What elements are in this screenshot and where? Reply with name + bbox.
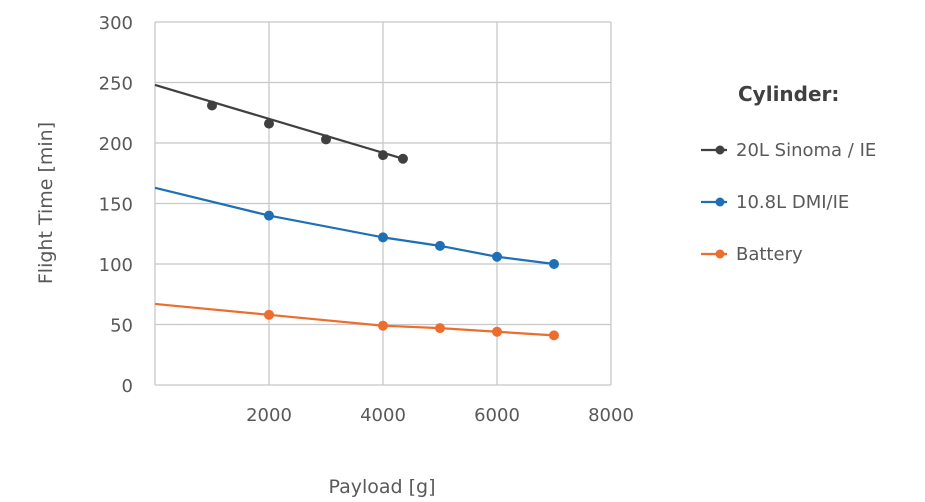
legend-label: Battery — [736, 243, 803, 265]
series-lines — [154, 83, 559, 341]
data-point — [321, 134, 331, 145]
data-point — [435, 240, 445, 251]
series-1 — [154, 83, 408, 164]
series-3 — [154, 302, 559, 341]
data-point — [435, 323, 445, 334]
y-tick-label: 250 — [99, 74, 133, 95]
y-tick-label: 300 — [99, 13, 133, 34]
y-tick-label: 200 — [99, 134, 133, 155]
data-point — [549, 259, 559, 269]
x-axis-title: Payload [g] — [328, 476, 435, 498]
y-axis-title: Flight Time [min] — [35, 122, 57, 284]
x-tick-label: 2000 — [246, 405, 292, 426]
y-tick-label: 0 — [122, 376, 133, 397]
legend-marker — [701, 197, 727, 207]
data-point — [378, 232, 388, 243]
data-point — [397, 153, 408, 164]
series-line — [154, 186, 555, 266]
y-axis-ticks: 0 50 100 150 200 250 300 — [99, 13, 133, 397]
data-point — [207, 100, 217, 111]
x-tick-label: 8000 — [588, 405, 634, 426]
y-tick-label: 50 — [110, 316, 133, 337]
data-point — [492, 326, 502, 337]
data-point — [549, 330, 559, 341]
legend-entry: 10.8L DMI/IE — [700, 176, 876, 228]
series-2 — [154, 186, 559, 269]
series-line — [154, 302, 555, 337]
x-tick-label: 6000 — [474, 405, 520, 426]
data-point — [264, 118, 274, 129]
data-point — [378, 150, 388, 161]
legend-label: 20L Sinoma / IE — [736, 139, 877, 161]
data-point — [378, 320, 388, 331]
legend-entry: 20L Sinoma / IE — [700, 124, 876, 176]
legend-marker — [701, 249, 727, 259]
legend-entry: Battery — [700, 228, 876, 280]
legend-title: Cylinder: — [738, 82, 840, 106]
data-point — [264, 210, 274, 221]
y-tick-label: 100 — [99, 255, 133, 276]
y-tick-label: 150 — [99, 195, 133, 216]
legend: Cylinder: 20L Sinoma / IE 10.8L DMI/IE Bat… — [700, 82, 876, 280]
legend-marker — [701, 145, 727, 155]
grid — [154, 21, 612, 386]
data-point — [264, 309, 274, 320]
series-line — [154, 83, 404, 160]
data-point — [492, 251, 502, 262]
legend-items: 20L Sinoma / IE 10.8L DMI/IE Battery — [700, 124, 876, 280]
legend-label: 10.8L DMI/IE — [736, 191, 850, 213]
x-tick-label: 4000 — [360, 405, 406, 426]
x-axis-ticks: 2000 4000 6000 8000 — [246, 405, 634, 426]
